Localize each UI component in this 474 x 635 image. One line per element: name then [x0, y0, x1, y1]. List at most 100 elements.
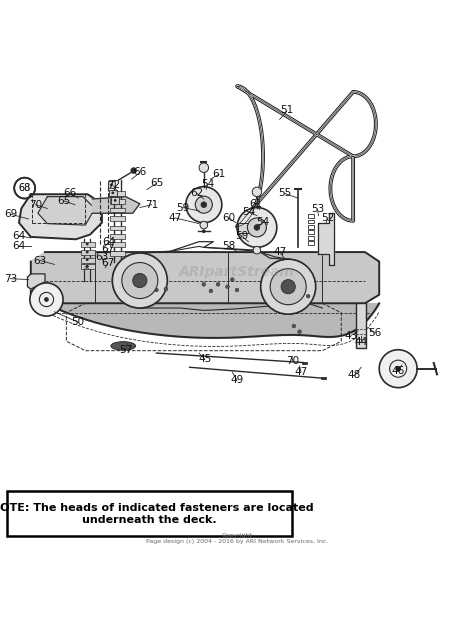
Bar [110, 225, 125, 231]
Circle shape [202, 283, 206, 286]
Polygon shape [31, 252, 379, 304]
Circle shape [298, 330, 301, 333]
Text: 60: 60 [222, 213, 235, 223]
Circle shape [226, 284, 229, 288]
Text: 44: 44 [355, 337, 368, 347]
Polygon shape [318, 213, 334, 265]
Circle shape [30, 283, 63, 316]
Text: 51: 51 [280, 105, 293, 115]
Bar [308, 241, 314, 245]
Circle shape [155, 288, 158, 292]
Text: 57: 57 [119, 345, 132, 355]
Circle shape [114, 199, 117, 202]
Bar [81, 258, 95, 262]
Circle shape [230, 277, 234, 281]
Text: 46: 46 [392, 366, 405, 375]
Bar [110, 242, 125, 247]
Text: *NOTE: The heads of indicated fasteners are located
underneath the deck.: *NOTE: The heads of indicated fasteners … [0, 503, 314, 525]
Text: 64: 64 [12, 241, 26, 251]
Circle shape [122, 262, 158, 298]
Text: 67: 67 [101, 244, 115, 254]
Bar [308, 220, 314, 224]
Bar [108, 182, 115, 188]
Text: 64: 64 [12, 231, 26, 241]
Circle shape [200, 221, 208, 229]
Circle shape [150, 273, 154, 277]
Circle shape [301, 287, 305, 291]
Text: 47: 47 [273, 247, 286, 257]
Text: 59: 59 [235, 231, 248, 241]
Circle shape [131, 168, 137, 173]
Circle shape [199, 163, 209, 173]
Text: 66: 66 [64, 189, 77, 198]
Text: 61: 61 [212, 170, 226, 179]
Text: 54: 54 [201, 179, 214, 189]
Text: 67: 67 [101, 258, 115, 268]
Bar [110, 234, 125, 239]
Circle shape [186, 187, 222, 223]
Bar [308, 231, 314, 234]
Bar [110, 208, 125, 212]
Text: 53: 53 [311, 204, 324, 215]
Bar [238, 223, 250, 233]
Bar [110, 216, 125, 221]
Text: 66: 66 [133, 168, 146, 177]
Polygon shape [92, 197, 140, 213]
Text: 61: 61 [249, 199, 263, 209]
Circle shape [133, 274, 147, 288]
Circle shape [395, 366, 401, 371]
Circle shape [111, 191, 114, 194]
Circle shape [86, 243, 89, 246]
Text: 58: 58 [222, 241, 235, 251]
Circle shape [281, 279, 295, 294]
Circle shape [253, 246, 261, 254]
Text: 54: 54 [256, 217, 270, 227]
Circle shape [235, 288, 239, 292]
Text: 70: 70 [286, 356, 300, 366]
Circle shape [110, 184, 113, 186]
Text: 73: 73 [4, 274, 17, 284]
Circle shape [164, 287, 168, 291]
Text: 70: 70 [29, 199, 42, 210]
Text: 63: 63 [34, 256, 47, 265]
Bar [109, 189, 117, 196]
Circle shape [112, 253, 167, 308]
Circle shape [273, 288, 277, 292]
Circle shape [201, 202, 207, 208]
Text: 55: 55 [278, 189, 291, 198]
Text: 59: 59 [176, 203, 189, 213]
Text: 71: 71 [145, 199, 158, 210]
Bar [81, 250, 95, 255]
Bar [110, 199, 125, 204]
Circle shape [252, 187, 262, 197]
Circle shape [270, 269, 306, 305]
Text: 48: 48 [348, 370, 361, 380]
Circle shape [145, 283, 149, 286]
Circle shape [86, 251, 89, 253]
Circle shape [261, 259, 316, 314]
Circle shape [237, 208, 277, 248]
Bar [110, 251, 125, 256]
Text: ARIpartStream: ARIpartStream [179, 265, 295, 279]
Bar [356, 304, 366, 349]
Text: 63: 63 [95, 252, 109, 262]
Text: 56: 56 [368, 328, 381, 338]
Text: 49: 49 [230, 375, 244, 385]
Text: *: * [83, 265, 89, 275]
Text: 54: 54 [242, 207, 255, 217]
Circle shape [195, 196, 212, 213]
Text: 50: 50 [72, 318, 85, 327]
Circle shape [202, 229, 206, 233]
Circle shape [280, 281, 284, 285]
Circle shape [86, 265, 89, 268]
Bar [7, 491, 292, 537]
Circle shape [306, 294, 310, 298]
Bar [81, 264, 95, 269]
Circle shape [247, 218, 266, 237]
Bar [81, 242, 95, 247]
Text: 65: 65 [150, 178, 163, 189]
Polygon shape [27, 274, 45, 289]
Circle shape [216, 283, 220, 286]
Text: 69: 69 [4, 209, 17, 219]
Text: 72: 72 [107, 180, 120, 190]
